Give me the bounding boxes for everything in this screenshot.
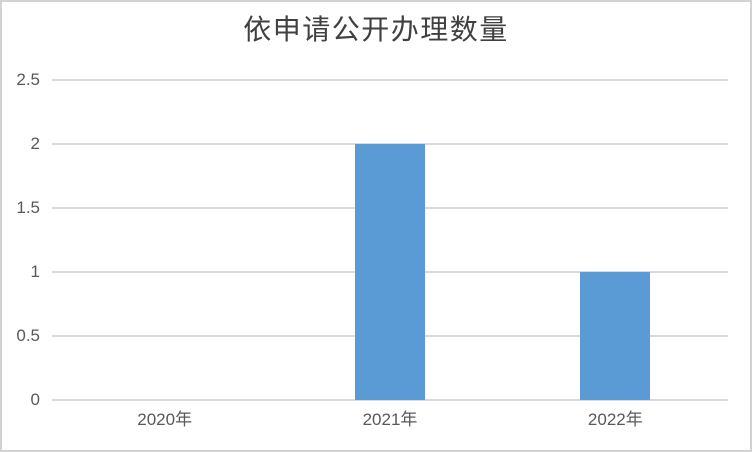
- x-tick-label-2021年: 2021年: [362, 410, 418, 429]
- y-tick-label-0.5: 0.5: [16, 326, 40, 345]
- bar-2021年: [355, 144, 425, 400]
- y-tick-label-2.5: 2.5: [16, 70, 40, 89]
- gridline-y-2.5: [52, 79, 728, 81]
- y-tick-label-1.5: 1.5: [16, 198, 40, 217]
- x-tick-label-2020年: 2020年: [137, 410, 193, 429]
- y-tick-label-0: 0: [30, 390, 40, 409]
- plot-area: [52, 79, 728, 401]
- y-tick-label-1: 1: [30, 262, 40, 281]
- chart-title: 依申请公开办理数量: [243, 15, 509, 46]
- x-tick-label-2022年: 2022年: [587, 410, 643, 429]
- bar-2022年: [580, 272, 651, 400]
- gridline-y-0: [52, 399, 728, 401]
- y-tick-label-2: 2: [30, 134, 40, 153]
